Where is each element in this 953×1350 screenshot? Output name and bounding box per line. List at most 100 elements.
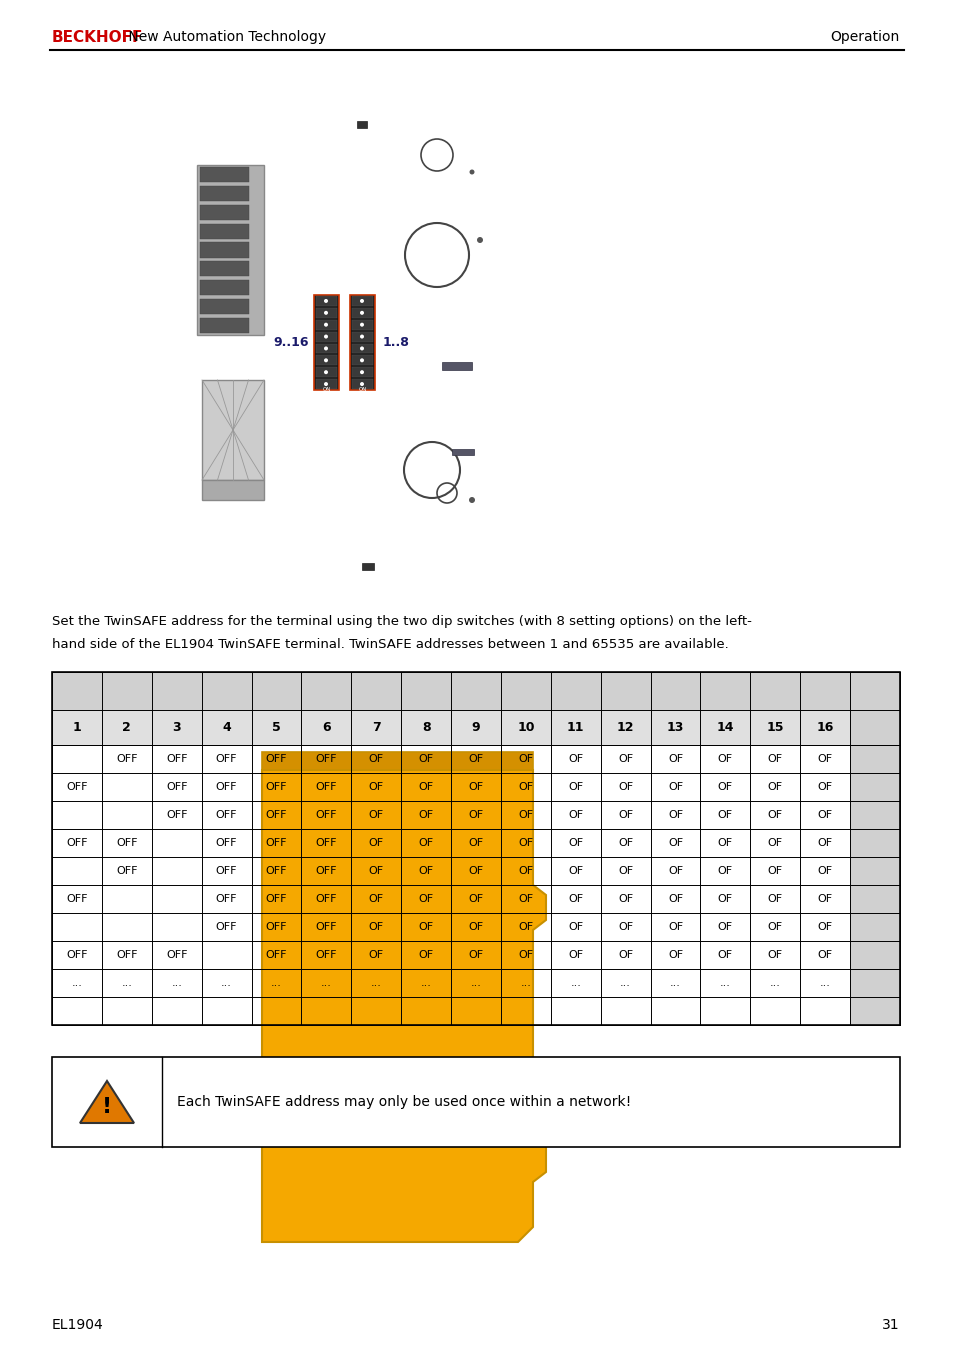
Text: 9..16: 9..16 [274, 336, 309, 350]
Text: ...: ... [520, 977, 531, 988]
Bar [356, 122, 367, 128]
Text: OF: OF [517, 810, 533, 819]
Bar [352, 296, 373, 306]
Text: OF: OF [767, 838, 782, 848]
Text: OF: OF [418, 865, 434, 876]
Text: OFF: OFF [266, 838, 287, 848]
Text: ...: ... [221, 977, 232, 988]
Text: 2: 2 [122, 721, 132, 734]
Text: OF: OF [767, 950, 782, 960]
Text: OF: OF [568, 922, 582, 931]
Text: ...: ... [769, 977, 780, 988]
Text: OF: OF [517, 838, 533, 848]
Text: OF: OF [717, 810, 732, 819]
Text: OF: OF [368, 950, 383, 960]
Text: 15: 15 [766, 721, 783, 734]
Circle shape [324, 347, 328, 351]
Bar [315, 355, 336, 366]
Text: OF: OF [618, 894, 633, 904]
Text: BECKHOFF: BECKHOFF [52, 30, 143, 45]
Text: OFF: OFF [266, 782, 287, 792]
Bar [315, 296, 336, 306]
Text: OF: OF [667, 922, 682, 931]
Circle shape [359, 358, 364, 362]
Circle shape [359, 310, 364, 315]
Text: OF: OF [368, 865, 383, 876]
Bar [200, 243, 249, 258]
Text: OF: OF [767, 865, 782, 876]
Text: OF: OF [618, 755, 633, 764]
Text: OF: OF [368, 810, 383, 819]
Text: 9: 9 [471, 721, 479, 734]
Text: OF: OF [767, 922, 782, 931]
Text: ON: ON [322, 387, 331, 392]
Text: OFF: OFF [66, 838, 88, 848]
Text: OF: OF [368, 755, 383, 764]
Bar [352, 332, 373, 342]
Text: ...: ... [71, 977, 82, 988]
Text: OFF: OFF [315, 810, 336, 819]
Text: OF: OF [468, 782, 483, 792]
Bar [52, 672, 899, 1025]
Text: OFF: OFF [215, 894, 237, 904]
Circle shape [324, 298, 328, 302]
Text: OF: OF [368, 838, 383, 848]
Text: 14: 14 [716, 721, 734, 734]
Circle shape [359, 382, 364, 386]
Circle shape [324, 358, 328, 362]
Text: OF: OF [667, 950, 682, 960]
Text: Set the TwinSAFE address for the terminal using the two dip switches (with 8 set: Set the TwinSAFE address for the termina… [52, 616, 751, 628]
Text: OF: OF [468, 838, 483, 848]
Text: OFF: OFF [166, 950, 187, 960]
Text: OF: OF [418, 922, 434, 931]
Bar [52, 710, 899, 745]
Text: ...: ... [320, 977, 332, 988]
Text: OF: OF [667, 838, 682, 848]
Text: OF: OF [767, 782, 782, 792]
Text: OF: OF [817, 865, 832, 876]
Text: OF: OF [717, 894, 732, 904]
Text: OFF: OFF [266, 950, 287, 960]
Text: OFF: OFF [315, 865, 336, 876]
Text: ON: ON [358, 387, 366, 392]
Text: OF: OF [418, 950, 434, 960]
Text: OF: OF [817, 810, 832, 819]
Text: OFF: OFF [166, 755, 187, 764]
Circle shape [359, 323, 364, 327]
Text: OF: OF [368, 894, 383, 904]
Bar [200, 319, 249, 333]
Text: 6: 6 [322, 721, 331, 734]
Text: ...: ... [172, 977, 182, 988]
Text: OF: OF [418, 755, 434, 764]
Text: OF: OF [568, 838, 582, 848]
Text: 7: 7 [372, 721, 380, 734]
Text: OF: OF [517, 894, 533, 904]
Text: OF: OF [817, 755, 832, 764]
Bar [315, 343, 336, 354]
Text: OFF: OFF [266, 755, 287, 764]
Text: OF: OF [517, 922, 533, 931]
Text: OF: OF [817, 838, 832, 848]
Text: OF: OF [717, 950, 732, 960]
Text: OFF: OFF [215, 755, 237, 764]
Polygon shape [80, 1081, 133, 1123]
Text: ...: ... [669, 977, 680, 988]
Text: OF: OF [817, 922, 832, 931]
Text: OFF: OFF [215, 838, 237, 848]
Text: hand side of the EL1904 TwinSAFE terminal. TwinSAFE addresses between 1 and 6553: hand side of the EL1904 TwinSAFE termina… [52, 639, 728, 651]
Text: 8: 8 [421, 721, 430, 734]
Bar [52, 672, 899, 710]
Text: OFF: OFF [315, 894, 336, 904]
Text: !: ! [102, 1098, 112, 1116]
Text: OF: OF [667, 782, 682, 792]
Text: OF: OF [767, 810, 782, 819]
Bar [350, 296, 375, 390]
Circle shape [476, 238, 482, 243]
Text: OFF: OFF [215, 810, 237, 819]
Bar [196, 165, 264, 335]
Polygon shape [262, 752, 533, 769]
Text: 5: 5 [272, 721, 280, 734]
Circle shape [359, 298, 364, 302]
Text: 12: 12 [617, 721, 634, 734]
Bar [352, 379, 373, 389]
